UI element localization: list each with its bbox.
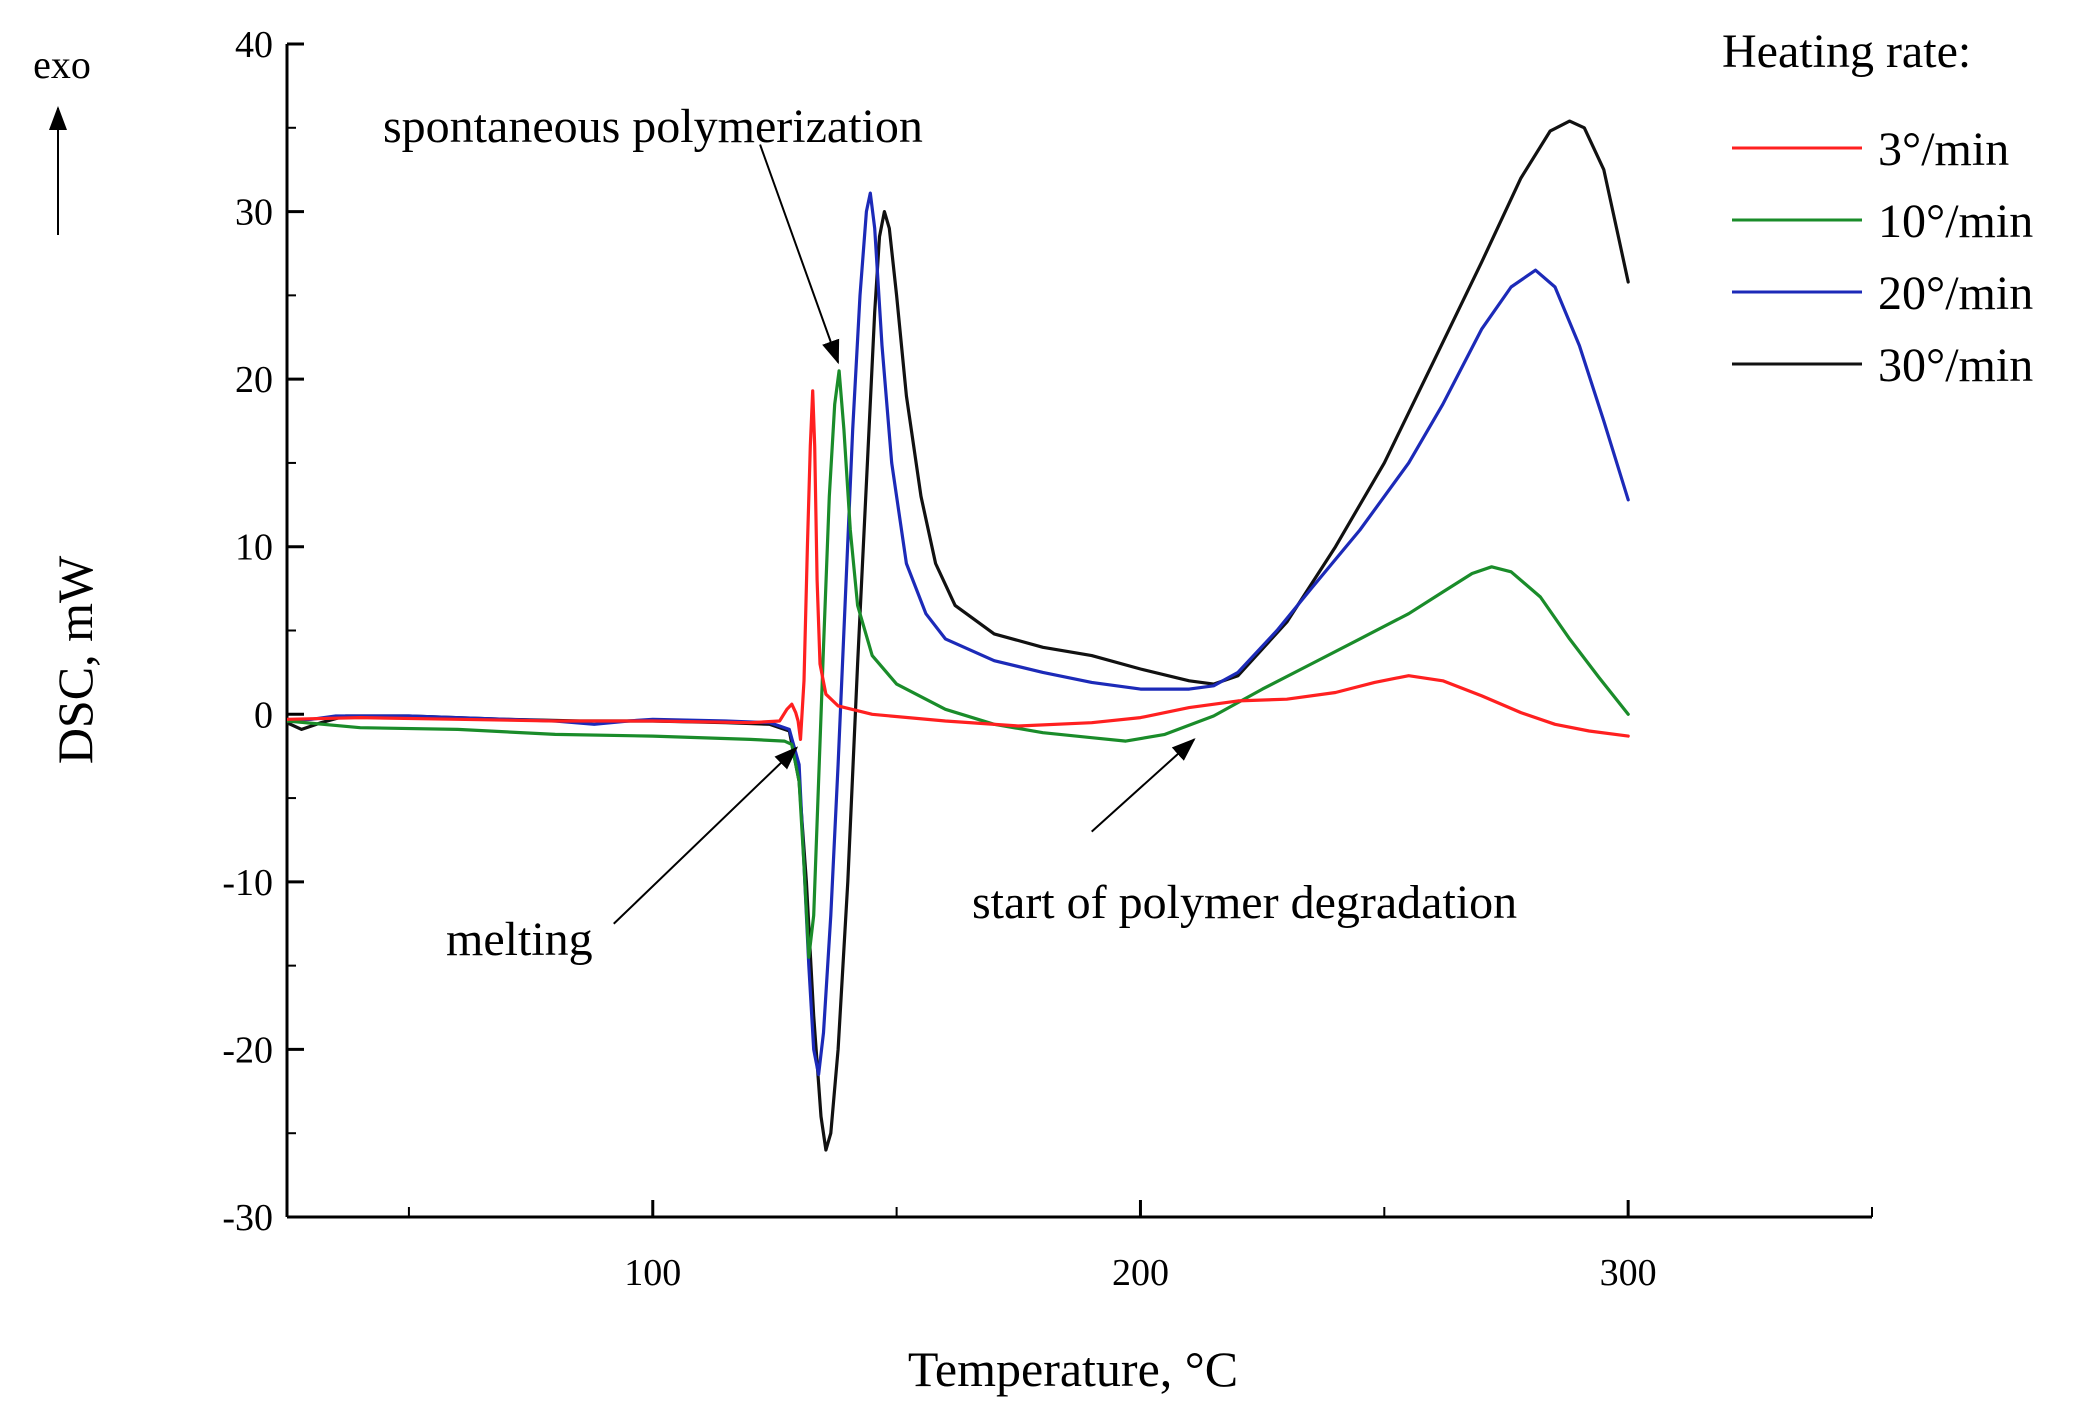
series-line-30min: [287, 119, 1630, 1152]
series-line-3min: [287, 389, 1630, 741]
y-tick-label: -30: [222, 1197, 273, 1239]
spontaneous-polymerization-label: spontaneous polymerization: [383, 100, 923, 153]
legend-label: 30°/min: [1878, 339, 2033, 392]
y-tick-label: 30: [235, 192, 273, 234]
x-tick-label: 300: [1600, 1252, 1657, 1294]
y-tick-label: 40: [235, 24, 273, 66]
y-tick-label: -10: [222, 862, 273, 904]
start-of-polymer-degradation-label: start of polymer degradation: [972, 876, 1517, 929]
x-axis-title: Temperature, °C: [908, 1341, 1238, 1397]
y-tick-label: 10: [235, 527, 273, 569]
legend-title: Heating rate:: [1722, 25, 1971, 78]
y-axis-title: DSC, mW: [47, 555, 103, 764]
melting-arrow: [613, 746, 799, 925]
start-of-polymer-degradation-arrow: [1091, 738, 1196, 833]
legend: Heating rate: 3°/min 10°/min 20°/min 30°/mi…: [1722, 25, 2033, 392]
legend-label: 10°/min: [1878, 195, 2033, 248]
series-line-10min: [287, 369, 1630, 959]
spontaneous-polymerization-arrow: [759, 144, 840, 365]
series-line-20min: [287, 191, 1630, 1077]
y-tick-label: 0: [254, 694, 273, 736]
y-tick-label: -20: [222, 1029, 273, 1071]
legend-label: 20°/min: [1878, 267, 2033, 320]
x-tick-label: 200: [1112, 1252, 1169, 1294]
exo-label: exo: [33, 42, 91, 87]
x-tick-label: 100: [624, 1252, 681, 1294]
melting-label: melting: [446, 913, 593, 966]
y-tick-label: 20: [235, 359, 273, 401]
legend-label: 3°/min: [1878, 123, 2009, 176]
